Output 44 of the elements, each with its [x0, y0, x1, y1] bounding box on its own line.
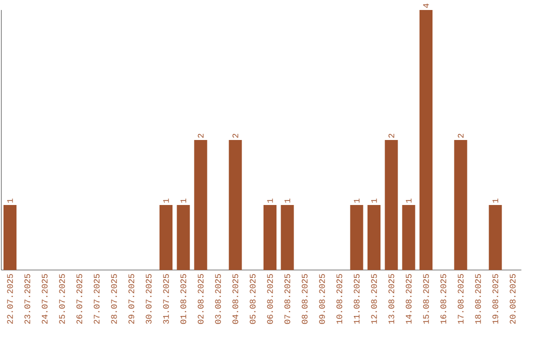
x-tick-label: 14.08.2025 [406, 274, 412, 324]
x-tick-label: 04.08.2025 [232, 274, 238, 324]
data-label: 1 [7, 198, 13, 203]
data-label: 2 [388, 134, 394, 138]
x-tick-label: 07.08.2025 [284, 274, 290, 324]
x-tick-label: 12.08.2025 [371, 274, 377, 324]
x-tick-label: 20.08.2025 [510, 274, 516, 324]
data-label: 1 [371, 198, 377, 203]
x-tick-label: 01.08.2025 [180, 274, 186, 324]
x-tick-label: 11.08.2025 [354, 274, 360, 324]
data-label: 1 [180, 198, 186, 203]
data-label: 1 [406, 198, 412, 203]
data-label: 2 [232, 134, 238, 138]
data-label: 2 [458, 134, 464, 138]
x-tick-label: 02.08.2025 [198, 274, 204, 324]
x-tick-label: 08.08.2025 [302, 274, 308, 324]
data-label: 1 [284, 198, 290, 203]
data-label: 1 [492, 198, 498, 203]
x-tick-label: 24.07.2025 [42, 274, 48, 324]
x-tick-label: 13.08.2025 [388, 274, 394, 324]
x-tick-label: 28.07.2025 [111, 274, 117, 324]
x-tick-label: 23.07.2025 [24, 274, 30, 324]
x-tick-label: 31.07.2025 [163, 274, 169, 324]
x-tick-label: 17.08.2025 [458, 274, 464, 324]
x-tick-label: 09.08.2025 [319, 274, 325, 324]
x-tick-label: 30.07.2025 [146, 274, 152, 324]
data-label: 1 [354, 198, 360, 203]
data-label: 2 [198, 134, 204, 138]
x-tick-label: 05.08.2025 [250, 274, 256, 324]
x-tick-label: 25.07.2025 [59, 274, 65, 324]
data-label: 1 [163, 198, 169, 203]
x-tick-label: 03.08.2025 [215, 274, 221, 324]
x-tick-label: 26.07.2025 [76, 274, 82, 324]
x-tick-label: 22.07.2025 [7, 274, 13, 324]
data-label: 4 [423, 4, 429, 8]
x-tick-label: 15.08.2025 [423, 274, 429, 324]
x-tick-label: 27.07.2025 [94, 274, 100, 324]
data-label: 1 [267, 198, 273, 203]
x-tick-label: 29.07.2025 [128, 274, 134, 324]
x-tick-label: 16.08.2025 [440, 274, 446, 324]
x-tick-label: 10.08.2025 [336, 274, 342, 324]
x-tick-label: 06.08.2025 [267, 274, 273, 324]
x-tick-label: 18.08.2025 [475, 274, 481, 324]
x-tick-label: 19.08.2025 [492, 274, 498, 324]
